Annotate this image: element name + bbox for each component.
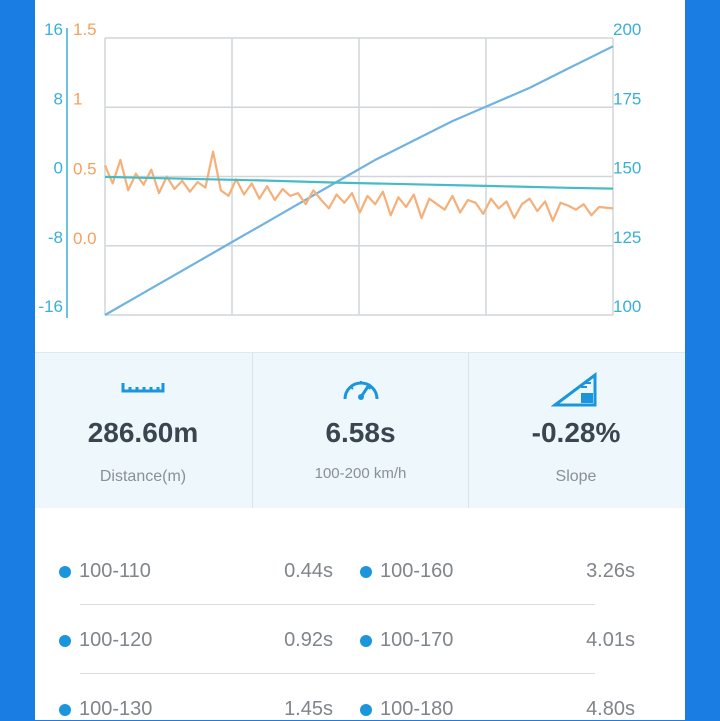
split-times-list: 100-110 0.44s 100-160 3.26s 100-120 0.92… <box>35 508 685 720</box>
slope-icon <box>468 371 684 407</box>
distance-label: Distance(m) <box>99 468 187 485</box>
split-label: 100-120 <box>79 629 153 651</box>
right-tick-label: 150 <box>613 159 641 178</box>
right-tick-label: 125 <box>613 228 641 247</box>
series-line <box>104 45 614 316</box>
slope-value: -0.28% <box>531 417 621 448</box>
series-line <box>104 175 614 190</box>
right-tick-label: 200 <box>613 20 641 39</box>
left-outer-tick-label: -16 <box>38 297 63 316</box>
speedometer-icon <box>253 371 468 407</box>
bullet-dot-icon <box>59 635 71 647</box>
bullet-dot-icon <box>59 704 71 716</box>
left-outer-tick-label: 0 <box>54 159 63 178</box>
left-outer-tick-label: -8 <box>48 228 63 247</box>
series-line <box>103 150 614 222</box>
split-label: 100-110 <box>79 560 151 582</box>
bullet-dot-icon <box>360 635 372 647</box>
stats-panel: 286.60m Distance(m) 6.58s 100-200 km/h <box>35 352 685 509</box>
speed-chart-svg: 16 8 0 -8 -16 1.5 1 0.5 0.0 200 175 150 125 100 <box>38 20 641 318</box>
row-divider <box>80 604 595 605</box>
left-outer-tick-label: 8 <box>54 89 63 108</box>
split-row: 100-130 1.45s 100-180 4.80s <box>35 646 685 720</box>
bullet-dot-icon <box>360 704 372 716</box>
split-time: 4.01s <box>586 629 635 651</box>
time-stat: 6.58s 100-200 km/h <box>252 353 469 508</box>
split-label: 100-170 <box>380 629 454 651</box>
time-label: 100-200 km/h <box>314 465 407 482</box>
left-outer-tick-label: 16 <box>44 20 63 39</box>
speed-chart: 16 8 0 -8 -16 1.5 1 0.5 0.0 200 175 150 125 100 <box>35 0 685 350</box>
bullet-dot-icon <box>59 566 71 578</box>
split-time: 4.80s <box>586 698 635 720</box>
ruler-icon <box>35 371 251 407</box>
drag-result-card: 16 8 0 -8 -16 1.5 1 0.5 0.0 200 175 150 125 100 286.6… <box>35 0 685 720</box>
distance-value: 286.60m <box>87 417 199 448</box>
distance-stat: 286.60m Distance(m) <box>35 353 251 508</box>
slope-label: Slope <box>555 468 597 485</box>
split-label: 100-160 <box>380 560 454 582</box>
right-tick-label: 175 <box>613 89 641 108</box>
time-value: 6.58s <box>325 417 396 448</box>
bullet-dot-icon <box>360 566 372 578</box>
slope-stat: -0.28% Slope <box>468 353 684 508</box>
split-time: 3.26s <box>586 560 635 582</box>
left-inner-tick-label: 0.0 <box>73 229 97 248</box>
left-inner-tick-label: 1.5 <box>73 20 97 39</box>
split-time: 1.45s <box>284 698 333 720</box>
split-row: 100-120 0.92s 100-170 4.01s <box>35 577 685 674</box>
left-inner-tick-label: 0.5 <box>73 159 97 178</box>
split-time: 0.44s <box>284 560 333 582</box>
split-row: 100-110 0.44s 100-160 3.26s <box>35 508 685 605</box>
split-label: 100-130 <box>79 698 153 720</box>
right-tick-label: 100 <box>613 297 641 316</box>
row-divider <box>80 673 595 674</box>
split-time: 0.92s <box>284 629 333 651</box>
split-label: 100-180 <box>380 698 454 720</box>
left-inner-tick-label: 1 <box>73 90 82 109</box>
